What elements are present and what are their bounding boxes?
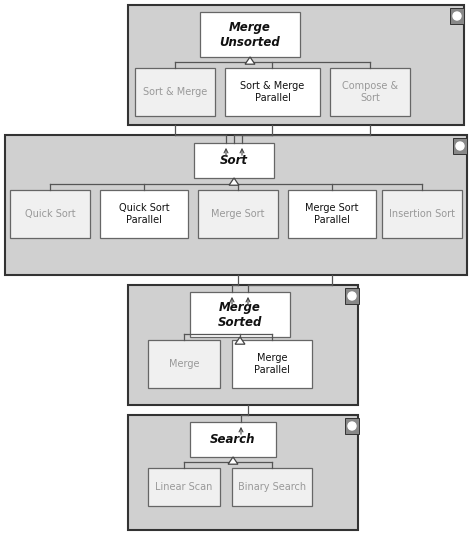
Bar xyxy=(128,5,464,125)
Bar xyxy=(5,135,467,275)
Text: Search: Search xyxy=(210,433,256,446)
Text: Binary Search: Binary Search xyxy=(238,482,306,492)
Text: Quick Sort
Parallel: Quick Sort Parallel xyxy=(118,203,169,225)
Text: Merge
Sorted: Merge Sorted xyxy=(218,301,262,328)
Bar xyxy=(128,285,358,405)
Text: Merge Sort
Parallel: Merge Sort Parallel xyxy=(305,203,359,225)
Polygon shape xyxy=(228,457,238,464)
Text: Compose &
Sort: Compose & Sort xyxy=(342,81,398,103)
Bar xyxy=(198,190,278,238)
Text: Sort: Sort xyxy=(220,154,248,167)
Bar xyxy=(330,68,410,116)
Bar xyxy=(345,418,359,434)
Polygon shape xyxy=(235,337,245,344)
Bar xyxy=(100,190,188,238)
Bar xyxy=(232,340,312,388)
Bar xyxy=(190,292,290,337)
Bar xyxy=(288,190,376,238)
Text: Merge
Unsorted: Merge Unsorted xyxy=(219,20,281,49)
Text: Merge: Merge xyxy=(169,359,199,369)
Bar xyxy=(190,422,276,457)
Circle shape xyxy=(456,142,464,150)
Text: Insertion Sort: Insertion Sort xyxy=(389,209,455,219)
Bar xyxy=(382,190,462,238)
Text: Linear Scan: Linear Scan xyxy=(155,482,213,492)
Text: Quick Sort: Quick Sort xyxy=(25,209,75,219)
Text: Sort & Merge: Sort & Merge xyxy=(143,87,207,97)
Text: Merge Sort: Merge Sort xyxy=(211,209,265,219)
Bar xyxy=(345,288,359,304)
Text: Merge
Parallel: Merge Parallel xyxy=(254,353,290,375)
Bar xyxy=(200,12,300,57)
Circle shape xyxy=(453,12,461,20)
Polygon shape xyxy=(245,57,255,64)
Circle shape xyxy=(348,422,356,430)
Bar xyxy=(225,68,320,116)
Bar xyxy=(450,8,464,24)
Polygon shape xyxy=(229,178,239,185)
Bar xyxy=(453,138,467,154)
Circle shape xyxy=(348,292,356,300)
Bar xyxy=(135,68,215,116)
Bar xyxy=(194,143,274,178)
Bar xyxy=(232,468,312,506)
Bar xyxy=(10,190,90,238)
Bar xyxy=(128,415,358,530)
Bar xyxy=(148,340,220,388)
Text: Sort & Merge
Parallel: Sort & Merge Parallel xyxy=(240,81,305,103)
Bar xyxy=(148,468,220,506)
